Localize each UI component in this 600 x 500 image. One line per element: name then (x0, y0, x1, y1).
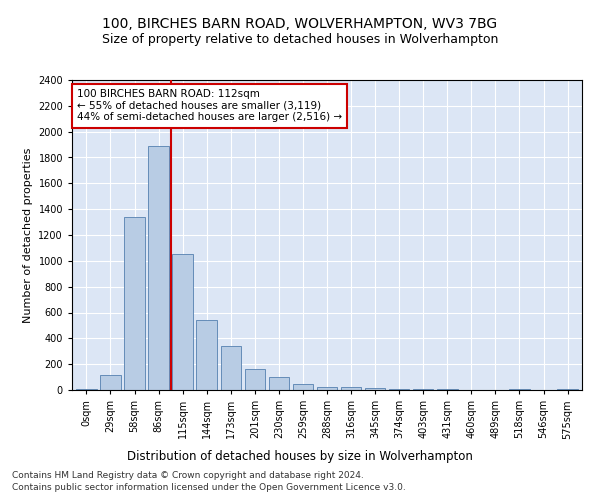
Bar (269, 377, 289, 390)
Bar (317, 387, 337, 390)
Bar (148, 146, 169, 390)
Text: Size of property relative to detached houses in Wolverhampton: Size of property relative to detached ho… (102, 32, 498, 46)
Bar (221, 346, 241, 390)
Bar (365, 388, 385, 390)
Bar (437, 388, 458, 390)
Bar (245, 370, 265, 390)
Bar (124, 217, 145, 390)
Bar (172, 254, 193, 390)
Bar (196, 320, 217, 390)
Bar (100, 374, 121, 390)
Text: Distribution of detached houses by size in Wolverhampton: Distribution of detached houses by size … (127, 450, 473, 463)
Text: 100, BIRCHES BARN ROAD, WOLVERHAMPTON, WV3 7BG: 100, BIRCHES BARN ROAD, WOLVERHAMPTON, W… (103, 18, 497, 32)
Text: 100 BIRCHES BARN ROAD: 112sqm
← 55% of detached houses are smaller (3,119)
44% o: 100 BIRCHES BARN ROAD: 112sqm ← 55% of d… (77, 90, 342, 122)
Y-axis label: Number of detached properties: Number of detached properties (23, 148, 32, 322)
Bar (341, 388, 361, 390)
Bar (389, 388, 409, 390)
Text: Contains HM Land Registry data © Crown copyright and database right 2024.: Contains HM Land Registry data © Crown c… (12, 471, 364, 480)
Text: Contains public sector information licensed under the Open Government Licence v3: Contains public sector information licen… (12, 484, 406, 492)
Bar (293, 384, 313, 390)
